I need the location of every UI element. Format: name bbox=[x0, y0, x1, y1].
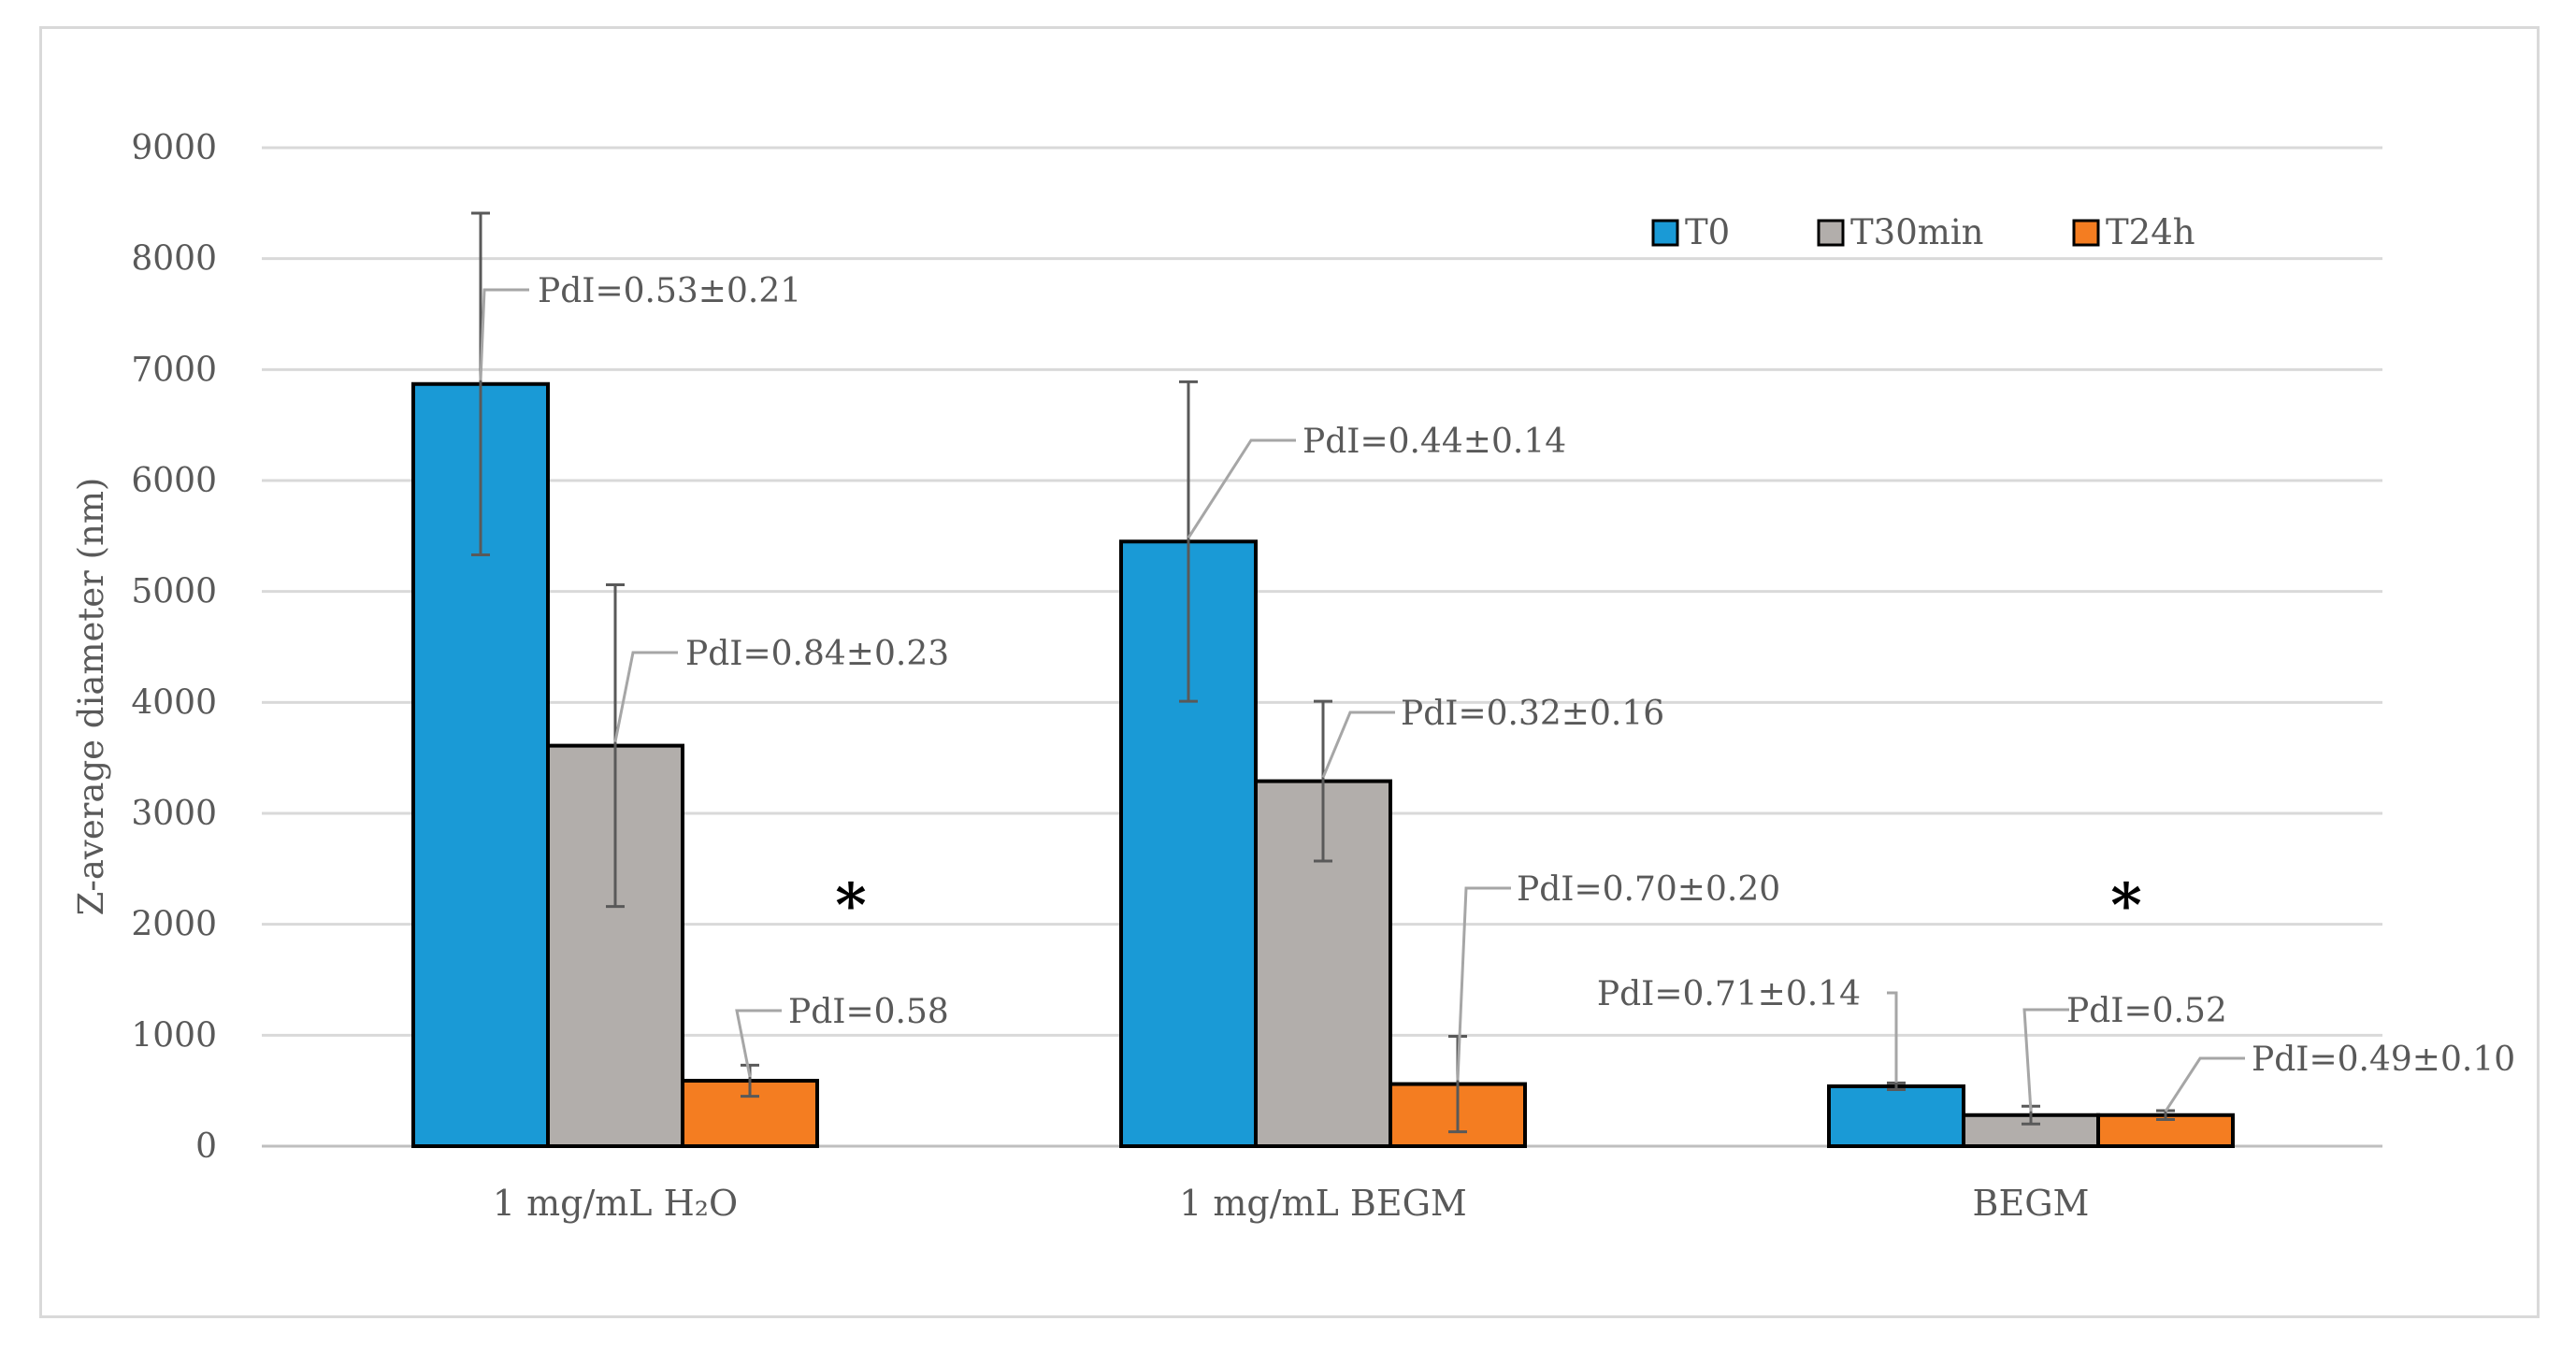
y-axis-label: Z-average diameter (nm) bbox=[71, 478, 111, 916]
legend-swatch-t24h bbox=[2072, 219, 2100, 247]
bar-t0-2 bbox=[1827, 1084, 1965, 1149]
legend-swatch-t30min bbox=[1817, 219, 1845, 247]
y-tick-label: 5000 bbox=[131, 573, 217, 611]
leader-line bbox=[2022, 1008, 2069, 1112]
leader-line bbox=[613, 651, 678, 742]
x-tick-label: 1 mg/mL H₂O bbox=[493, 1183, 738, 1224]
x-tick-label: BEGM bbox=[1973, 1183, 2090, 1224]
y-tick-label: 6000 bbox=[131, 462, 217, 500]
y-tick-label: 9000 bbox=[131, 129, 217, 167]
y-tick-label: 2000 bbox=[131, 906, 217, 944]
pdi-label: PdI=0.32±0.16 bbox=[1401, 695, 1664, 733]
legend-label-t24h: T24h bbox=[2106, 212, 2195, 252]
significance-marker: * bbox=[2110, 870, 2141, 940]
legend-label-t0: T0 bbox=[1685, 212, 1730, 252]
legend-swatch-t0 bbox=[1651, 219, 1679, 247]
legend-label-t30min: T30min bbox=[1850, 212, 1984, 252]
bar-t24h-2 bbox=[2096, 1113, 2235, 1148]
y-tick-label: 3000 bbox=[131, 795, 217, 833]
significance-marker: * bbox=[835, 870, 866, 940]
leader-line bbox=[479, 288, 529, 380]
pdi-label: PdI=0.70±0.20 bbox=[1517, 870, 1780, 909]
y-axis-ticks: 0 1000 2000 3000 4000 5000 6000 7000 8000 9000 bbox=[131, 129, 217, 1166]
pdi-label: PdI=0.49±0.10 bbox=[2252, 1041, 2515, 1079]
x-axis-ticks: 1 mg/mL H₂O 1 mg/mL BEGM BEGM bbox=[493, 1183, 2090, 1224]
leader-line bbox=[1187, 438, 1296, 539]
x-tick-label: 1 mg/mL BEGM bbox=[1179, 1183, 1467, 1224]
bar-t0-1 bbox=[1119, 539, 1258, 1148]
y-tick-label: 7000 bbox=[131, 351, 217, 389]
bars bbox=[411, 381, 2235, 1149]
leader-line bbox=[735, 1009, 782, 1078]
data-labels: PdI=0.53±0.21 PdI=0.44±0.14 PdI=0.71±0.14 P… bbox=[479, 272, 2515, 1113]
leader-line bbox=[2164, 1056, 2245, 1113]
y-tick-label: 8000 bbox=[131, 240, 217, 279]
legend: T0 T30min T24h bbox=[1651, 212, 2195, 252]
pdi-label: PdI=0.84±0.23 bbox=[685, 635, 949, 673]
pdi-label: PdI=0.58 bbox=[788, 993, 949, 1031]
y-tick-label: 0 bbox=[195, 1127, 217, 1166]
pdi-label: PdI=0.52 bbox=[2066, 992, 2227, 1030]
y-tick-label: 1000 bbox=[131, 1016, 217, 1055]
pdi-label: PdI=0.44±0.14 bbox=[1302, 423, 1566, 461]
bar-t24h-0 bbox=[681, 1078, 819, 1149]
leader-line bbox=[1321, 711, 1395, 779]
leader-line bbox=[1456, 886, 1511, 1081]
pdi-label: PdI=0.53±0.21 bbox=[538, 272, 801, 310]
pdi-label: PdI=0.71±0.14 bbox=[1597, 975, 1861, 1013]
y-tick-label: 4000 bbox=[131, 683, 217, 722]
leader-line bbox=[1887, 991, 1898, 1083]
